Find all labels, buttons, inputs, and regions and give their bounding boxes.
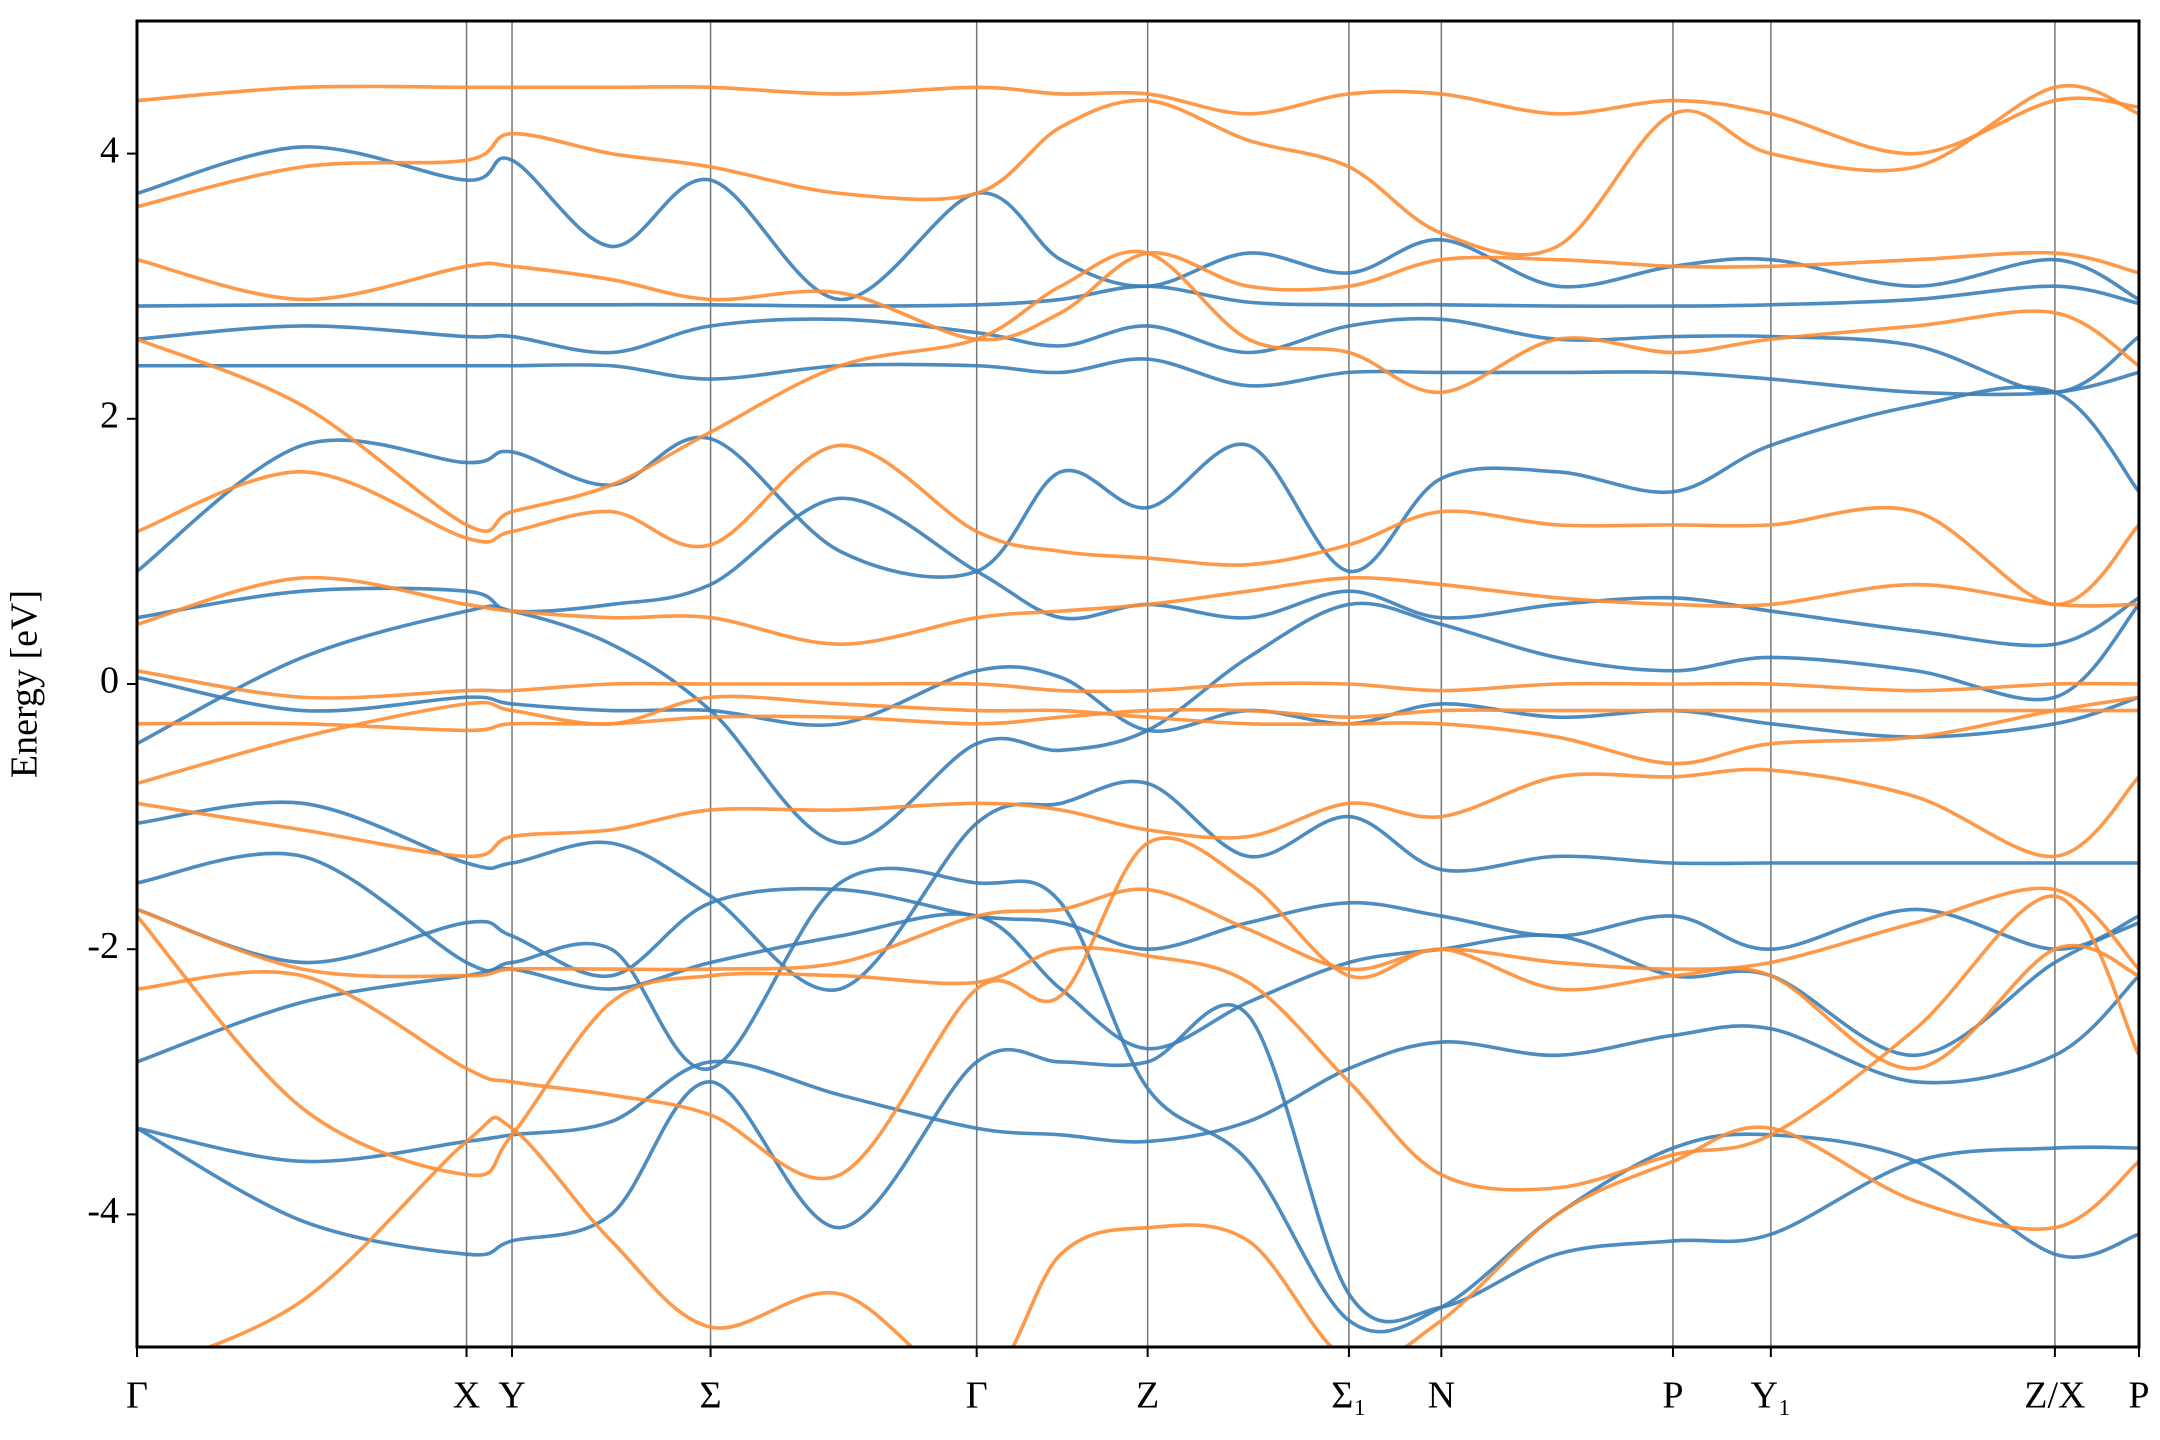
plot-area [137, 21, 2139, 1347]
plot-frame [135, 19, 2141, 1349]
x-tick-label: Y [498, 1375, 525, 1417]
y-tick-label: -4 [87, 1190, 119, 1232]
band-line [137, 601, 2139, 845]
band-line [137, 443, 2139, 607]
band-line [137, 665, 2139, 739]
x-tick-label: Σ₁ [1331, 1375, 1366, 1417]
y-tick-label: 4 [100, 129, 119, 171]
band-line [137, 851, 2139, 1334]
band-line [137, 886, 2139, 979]
band-line [137, 575, 2139, 647]
band-line [137, 974, 2139, 1164]
band-line [204, 1115, 2139, 1347]
band-line [137, 767, 2139, 859]
band-line [137, 249, 2139, 533]
band-line [137, 886, 2139, 979]
x-tick-label: Σ [700, 1375, 722, 1417]
band-line [137, 836, 2139, 1181]
x-tick-label: X [453, 1375, 480, 1417]
band-line [137, 496, 2139, 648]
band-line [137, 284, 2139, 309]
band-line [137, 316, 2139, 395]
y-axis-label: Energy [eV] [4, 590, 46, 778]
band-line [137, 385, 2139, 579]
band-line [137, 84, 2139, 156]
band-line [137, 912, 2139, 1064]
x-tick-label: P [2128, 1375, 2149, 1417]
band-line [137, 707, 2139, 733]
y-tick-label: 2 [100, 395, 119, 437]
x-tick-label: Γ [126, 1375, 148, 1417]
x-tick-label: Z/X [2024, 1375, 2085, 1417]
band-line [137, 357, 2139, 397]
x-tick-label: Y₁ [1751, 1375, 1792, 1417]
x-tick-label: P [1662, 1375, 1683, 1417]
band-line [137, 668, 2139, 700]
band-line [137, 145, 2139, 302]
y-tick-label: 0 [100, 660, 119, 702]
band-line [137, 250, 2139, 342]
x-tick-label: N [1428, 1375, 1455, 1417]
x-tick-label: Γ [966, 1375, 988, 1417]
band-line [137, 694, 2139, 786]
x-tick-label: Z [1136, 1375, 1159, 1417]
y-tick-label: -2 [87, 925, 119, 967]
band-line [137, 83, 2139, 257]
band-line [137, 1003, 2139, 1324]
band-line [137, 779, 2139, 993]
band-line [137, 894, 2139, 1192]
